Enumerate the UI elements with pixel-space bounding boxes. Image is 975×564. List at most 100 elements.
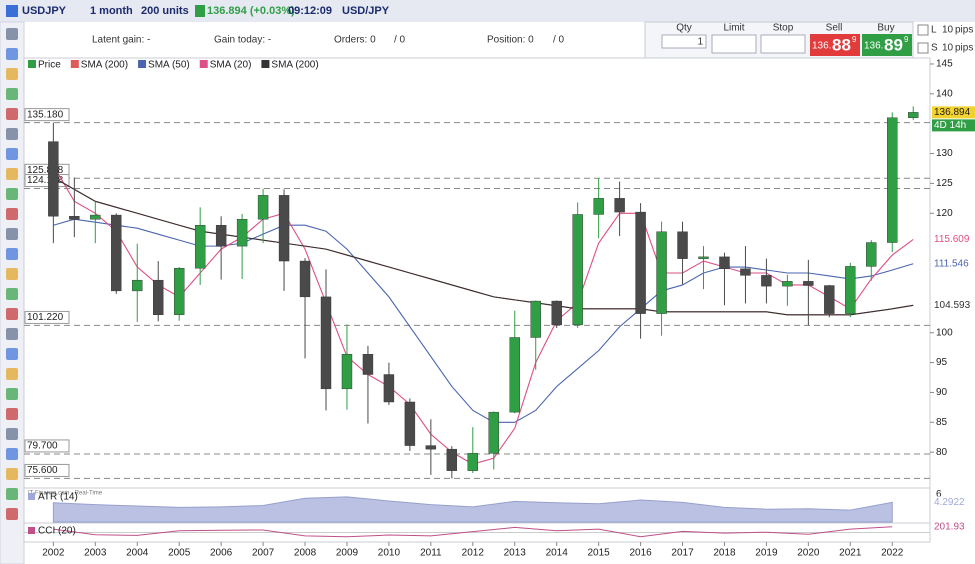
tool-icon[interactable] [6,288,18,300]
legend-swatch [28,60,36,68]
last-value: 115.609 [934,234,970,245]
y-tick-label: 80 [936,447,948,458]
stop-box[interactable] [760,34,806,54]
x-tick-label: 2020 [797,548,820,559]
legend-swatch [70,60,79,68]
last-value: 4.2922 [934,497,965,508]
pips-value: 10 [942,25,954,36]
last-value-box [932,520,975,533]
tool-icon[interactable] [6,28,18,40]
tool-icon[interactable] [6,188,18,200]
tool-icon[interactable] [6,228,18,240]
orders: Orders: 0 [334,35,376,46]
tool-icon[interactable] [6,328,18,340]
candle-body [656,231,667,314]
x-tick-label: 2018 [713,548,736,559]
y-tick-label: 90 [936,387,948,398]
stop-label: Stop [773,23,794,34]
candle-body [887,117,898,243]
tool-icon[interactable] [6,168,18,180]
x-tick-label: 2014 [546,548,569,559]
atr-area [52,496,893,523]
candle-body [761,275,772,287]
candle-body [404,401,416,446]
tool-icon[interactable] [6,68,18,80]
candle-body [551,300,562,326]
candle-body [740,268,751,276]
x-tick-label: 2015 [588,548,611,559]
y-tick-label: 125 [936,178,953,189]
tool-icon[interactable] [6,488,18,500]
sell-sup: 9 [852,35,857,44]
tool-icon[interactable] [6,108,18,120]
level-label: 101.220 [27,312,64,323]
tool-icon[interactable] [6,48,18,60]
y-tick-label: 130 [936,148,953,159]
tool-icon[interactable] [6,348,18,360]
last-value: 111.546 [934,258,969,269]
tool-icons [6,28,18,520]
candle-body [111,214,122,292]
position: Position: 0 [487,35,534,46]
checkbox-s[interactable] [917,42,929,54]
period[interactable]: 1 month [90,5,133,17]
units[interactable]: 200 units [141,5,189,17]
sell-button[interactable] [810,34,860,56]
x-tick-label: 2011 [420,548,442,559]
x-tick-label: 2022 [881,548,904,559]
y-tick-label: 140 [936,88,953,99]
level-label-box [24,108,70,122]
x-tick-label: 2003 [84,548,107,559]
tool-icon[interactable] [6,468,18,480]
legend-label: SMA (200) [81,60,128,71]
tool-icon[interactable] [6,408,18,420]
last-value-box [932,257,975,270]
candle-body [257,195,269,220]
tool-icon[interactable] [6,88,18,100]
tool-icon[interactable] [6,268,18,280]
level-label: 75.600 [27,465,58,476]
candle-body [635,211,646,314]
level-label-box [24,310,70,324]
legend-label: SMA (20) [210,60,252,71]
last-value-box [932,299,975,312]
candle-body [572,214,583,326]
buy-label: Buy [877,23,894,34]
legend-swatch [138,60,147,68]
candle-body [320,296,332,390]
candle-body [194,225,206,269]
symbol[interactable]: USDJPY [22,5,67,17]
candle-body [173,268,185,315]
sell-price: 88 [832,35,851,54]
tool-icon[interactable] [6,148,18,160]
legend-label: SMA (200) [271,60,318,71]
limit-box[interactable] [711,34,757,54]
candle-body [782,281,793,287]
tool-icon[interactable] [6,368,18,380]
y-tick-label: 85 [936,417,948,428]
tool-icon[interactable] [6,428,18,440]
candle-body [362,354,374,375]
candle-body [299,260,311,298]
candle-body [467,453,479,471]
candle-body [215,225,227,247]
tool-icon[interactable] [6,308,18,320]
tool-icon[interactable] [6,448,18,460]
x-tick-label: 2008 [294,548,317,559]
sma-line [52,165,914,465]
tool-icon[interactable] [6,508,18,520]
tool-icon[interactable] [6,388,18,400]
pips-mode: L [931,25,937,36]
last-value-box [932,106,975,119]
level-label: 125.858 [27,165,64,176]
symbol-icon[interactable] [6,5,18,17]
candle-body [866,242,877,267]
tool-icon[interactable] [6,248,18,260]
checkbox-l[interactable] [917,24,929,36]
tool-icon[interactable] [6,208,18,220]
tool-icon[interactable] [6,128,18,140]
qty-input[interactable] [661,34,707,49]
buy-button[interactable] [862,34,912,56]
x-tick-label: 2010 [378,548,401,559]
candle-body [845,266,856,314]
